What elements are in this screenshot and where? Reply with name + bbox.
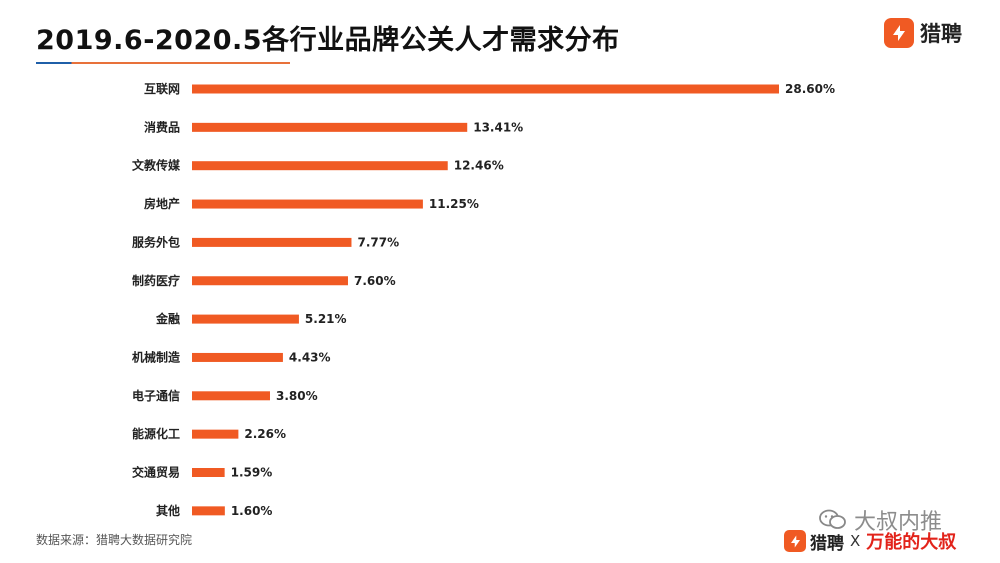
category-label: 房地产 xyxy=(144,196,180,211)
bar xyxy=(192,506,225,516)
footer-brand-name: 猎聘 xyxy=(810,533,844,554)
data-label: 7.60% xyxy=(354,274,396,288)
category-label: 能源化工 xyxy=(132,426,180,441)
data-label: 13.41% xyxy=(473,120,523,134)
data-label: 5.21% xyxy=(305,312,347,326)
brand-separator: X xyxy=(850,532,861,550)
bar xyxy=(192,161,448,171)
liepin-logo-icon xyxy=(884,18,914,48)
data-label: 4.43% xyxy=(289,350,331,364)
bar xyxy=(192,352,283,362)
bar xyxy=(192,391,270,401)
bar xyxy=(192,199,423,209)
data-label: 1.59% xyxy=(231,466,273,480)
data-label: 3.80% xyxy=(276,389,318,403)
data-label: 28.60% xyxy=(785,82,835,96)
data-source: 数据来源：猎聘大数据研究院 xyxy=(36,533,193,547)
bar xyxy=(192,237,352,247)
data-label: 12.46% xyxy=(454,159,504,173)
page-title: 2019.6-2020.5各行业品牌公关人才需求分布 xyxy=(36,25,620,56)
data-label: 7.77% xyxy=(357,235,399,249)
brand-logo: 猎聘 xyxy=(884,18,962,48)
category-label: 文教传媒 xyxy=(132,158,181,173)
bar xyxy=(192,468,225,477)
category-label: 消费品 xyxy=(144,119,180,134)
bar xyxy=(192,314,299,324)
brand-name: 猎聘 xyxy=(920,22,962,46)
category-label: 其他 xyxy=(156,503,180,518)
category-label: 电子通信 xyxy=(132,388,180,403)
partner-brand: 万能的大叔 xyxy=(866,532,957,553)
wechat-icon xyxy=(819,509,846,529)
bar xyxy=(192,276,348,286)
bar xyxy=(192,122,468,132)
data-label: 11.25% xyxy=(429,197,479,211)
category-label: 机械制造 xyxy=(132,349,181,364)
watermark: 大叔内推 xyxy=(818,504,942,536)
bar xyxy=(192,429,239,439)
category-label: 金融 xyxy=(155,311,180,326)
data-label: 1.60% xyxy=(231,504,273,518)
footer-brand: 猎聘 X 万能的大叔 xyxy=(784,528,956,554)
category-label: 服务外包 xyxy=(132,234,180,249)
category-label: 制药医疗 xyxy=(132,273,180,288)
title-underline xyxy=(36,62,290,64)
data-label: 2.26% xyxy=(244,427,286,441)
watermark-text: 大叔内推 xyxy=(854,510,943,535)
category-label: 互联网 xyxy=(144,82,180,96)
bar xyxy=(192,84,779,94)
liepin-logo-icon-small xyxy=(784,530,806,552)
category-label: 交通贸易 xyxy=(132,465,180,480)
